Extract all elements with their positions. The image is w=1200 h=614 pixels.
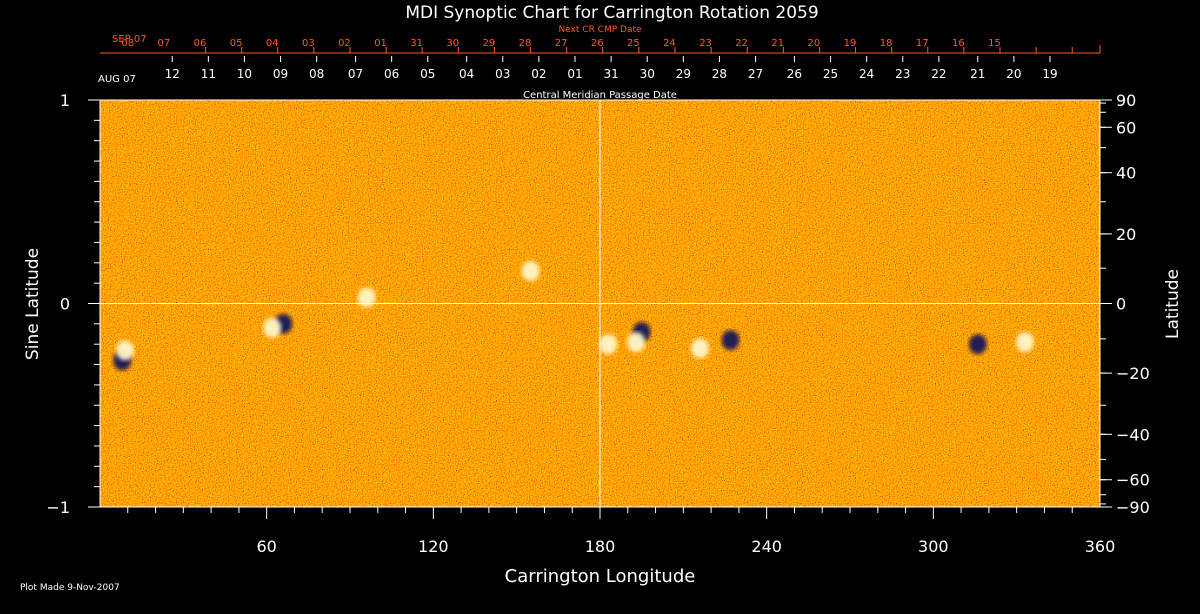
cmp-date-label: 09 (273, 67, 288, 81)
cmp-date-axis: 12 11 10 09 08 07 06 05 04 03 02 01 31 30 29 28 27 26 25 24… (98, 56, 1058, 85)
cmp-date-label: 05 (420, 67, 435, 81)
cmp-date-label: 20 (1006, 67, 1021, 81)
next-cr-date-label: 01 (374, 38, 387, 49)
y-right-tick-label: −40 (1116, 425, 1150, 444)
cmp-date-label: 31 (603, 67, 618, 81)
y-left-tick-label: −1 (46, 498, 70, 517)
next-cr-date-label: 07 (158, 38, 171, 49)
y-left-tick-label: 0 (60, 295, 70, 314)
y-right-tick-label: −90 (1116, 498, 1150, 517)
cmp-date-label: 01 (567, 67, 582, 81)
magnetic-feature-positive (263, 317, 282, 338)
magnetic-features (113, 260, 1034, 371)
cmp-date-label: 06 (384, 67, 399, 81)
next-cr-date-label: 03 (302, 38, 315, 49)
cmp-start-label: AUG 07 (98, 74, 136, 85)
next-cr-date-label: 19 (844, 38, 857, 49)
x-tick-label: 300 (918, 537, 949, 556)
x-tick-label: 240 (751, 537, 782, 556)
magnetic-feature-negative (968, 334, 987, 355)
next-cr-date-label: 06 (194, 38, 207, 49)
x-axis-label: Carrington Longitude (505, 566, 696, 587)
cmp-date-label: 02 (531, 67, 546, 81)
next-cr-date-label: 26 (591, 38, 604, 49)
next-cr-date-label: 31 (410, 38, 423, 49)
plot-area (100, 100, 1100, 507)
cmp-date-label: 12 (165, 67, 180, 81)
next-cr-date-label: 16 (952, 38, 965, 49)
x-tick-label: 180 (585, 537, 616, 556)
cmp-date-label: 29 (676, 67, 691, 81)
magnetic-feature-positive (691, 338, 709, 359)
next-cr-date-label: 24 (663, 38, 676, 49)
next-cr-date-label: 08 (121, 38, 134, 49)
cmp-date-label: 28 (712, 67, 727, 81)
y-right-tick-label: 0 (1116, 295, 1126, 314)
y-right-tick-label: −20 (1116, 364, 1150, 383)
x-tick-label: 60 (256, 537, 276, 556)
y-left-tick-label: 1 (60, 91, 70, 110)
next-cr-date-label: 23 (699, 38, 712, 49)
cmp-caption: Central Meridian Passage Date (523, 90, 677, 101)
x-tick-label: 120 (418, 537, 449, 556)
next-cr-date-label: 17 (916, 38, 929, 49)
y-axis-left: 1 0 −1 (46, 91, 100, 517)
cmp-date-label: 07 (348, 67, 363, 81)
y-axis-label-left: Sine Latitude (23, 248, 43, 360)
cmp-date-label: 04 (459, 67, 474, 81)
next-cr-caption: Next CR CMP Date (558, 25, 642, 35)
next-cr-date-label: 29 (483, 38, 496, 49)
magnetic-feature-positive (599, 334, 618, 355)
x-tick-label: 360 (1085, 537, 1116, 556)
cmp-date-label: 10 (237, 67, 252, 81)
y-right-tick-label: 90 (1116, 91, 1136, 110)
cmp-date-label: 27 (748, 67, 763, 81)
x-axis: 60 120 180 240 300 360 (127, 507, 1116, 556)
next-cr-date-label: 25 (627, 38, 640, 49)
y-right-tick-label: 20 (1116, 225, 1136, 244)
magnetic-feature-positive (357, 287, 376, 308)
next-cr-date-label: 21 (771, 38, 784, 49)
cmp-date-label: 26 (787, 67, 802, 81)
next-cr-date-label: 02 (338, 38, 351, 49)
cmp-date-label: 08 (309, 67, 324, 81)
magnetic-feature-positive (116, 340, 134, 361)
next-cr-date-label: 27 (555, 38, 568, 49)
next-cr-date-label: 20 (808, 38, 821, 49)
next-cr-date-label: 04 (266, 38, 279, 49)
magnetic-feature-negative (721, 330, 740, 351)
cmp-date-label: 03 (495, 67, 510, 81)
cmp-date-label: 24 (859, 67, 874, 81)
magnetic-feature-positive (627, 332, 646, 353)
y-axis-label-right: Latitude (1163, 269, 1183, 339)
cmp-date-label: 22 (931, 67, 946, 81)
cmp-date-label: 30 (640, 67, 655, 81)
next-cr-date-label: 22 (735, 38, 748, 49)
y-right-tick-label: −60 (1116, 471, 1150, 490)
next-cr-date-label: 28 (519, 38, 532, 49)
cmp-date-label: 11 (201, 67, 216, 81)
chart-title: MDI Synoptic Chart for Carrington Rotati… (405, 3, 818, 23)
y-right-tick-label: 40 (1116, 164, 1136, 183)
next-cr-date-label: 30 (446, 38, 459, 49)
next-cr-start-label: SEP 07 (112, 34, 147, 45)
next-cr-date-axis: 08 07 06 05 04 03 02 01 31 30 29 28 27 26 25 24 23 22 21 20… (100, 34, 1101, 54)
cmp-date-label: 23 (895, 67, 910, 81)
cmp-date-label: 25 (823, 67, 838, 81)
next-cr-date-label: 18 (880, 38, 893, 49)
plot-made-footer: Plot Made 9-Nov-2007 (20, 583, 120, 593)
cmp-date-label: 21 (970, 67, 985, 81)
y-axis-right: 90 60 40 20 0 −20 −40 −60 −90 (1100, 91, 1150, 517)
magnetic-feature-positive (521, 260, 540, 281)
magnetic-feature-positive (1016, 332, 1034, 353)
y-right-tick-label: 60 (1116, 118, 1136, 137)
cmp-date-label: 19 (1042, 67, 1057, 81)
next-cr-date-label: 15 (988, 38, 1001, 49)
next-cr-date-label: 05 (230, 38, 243, 49)
